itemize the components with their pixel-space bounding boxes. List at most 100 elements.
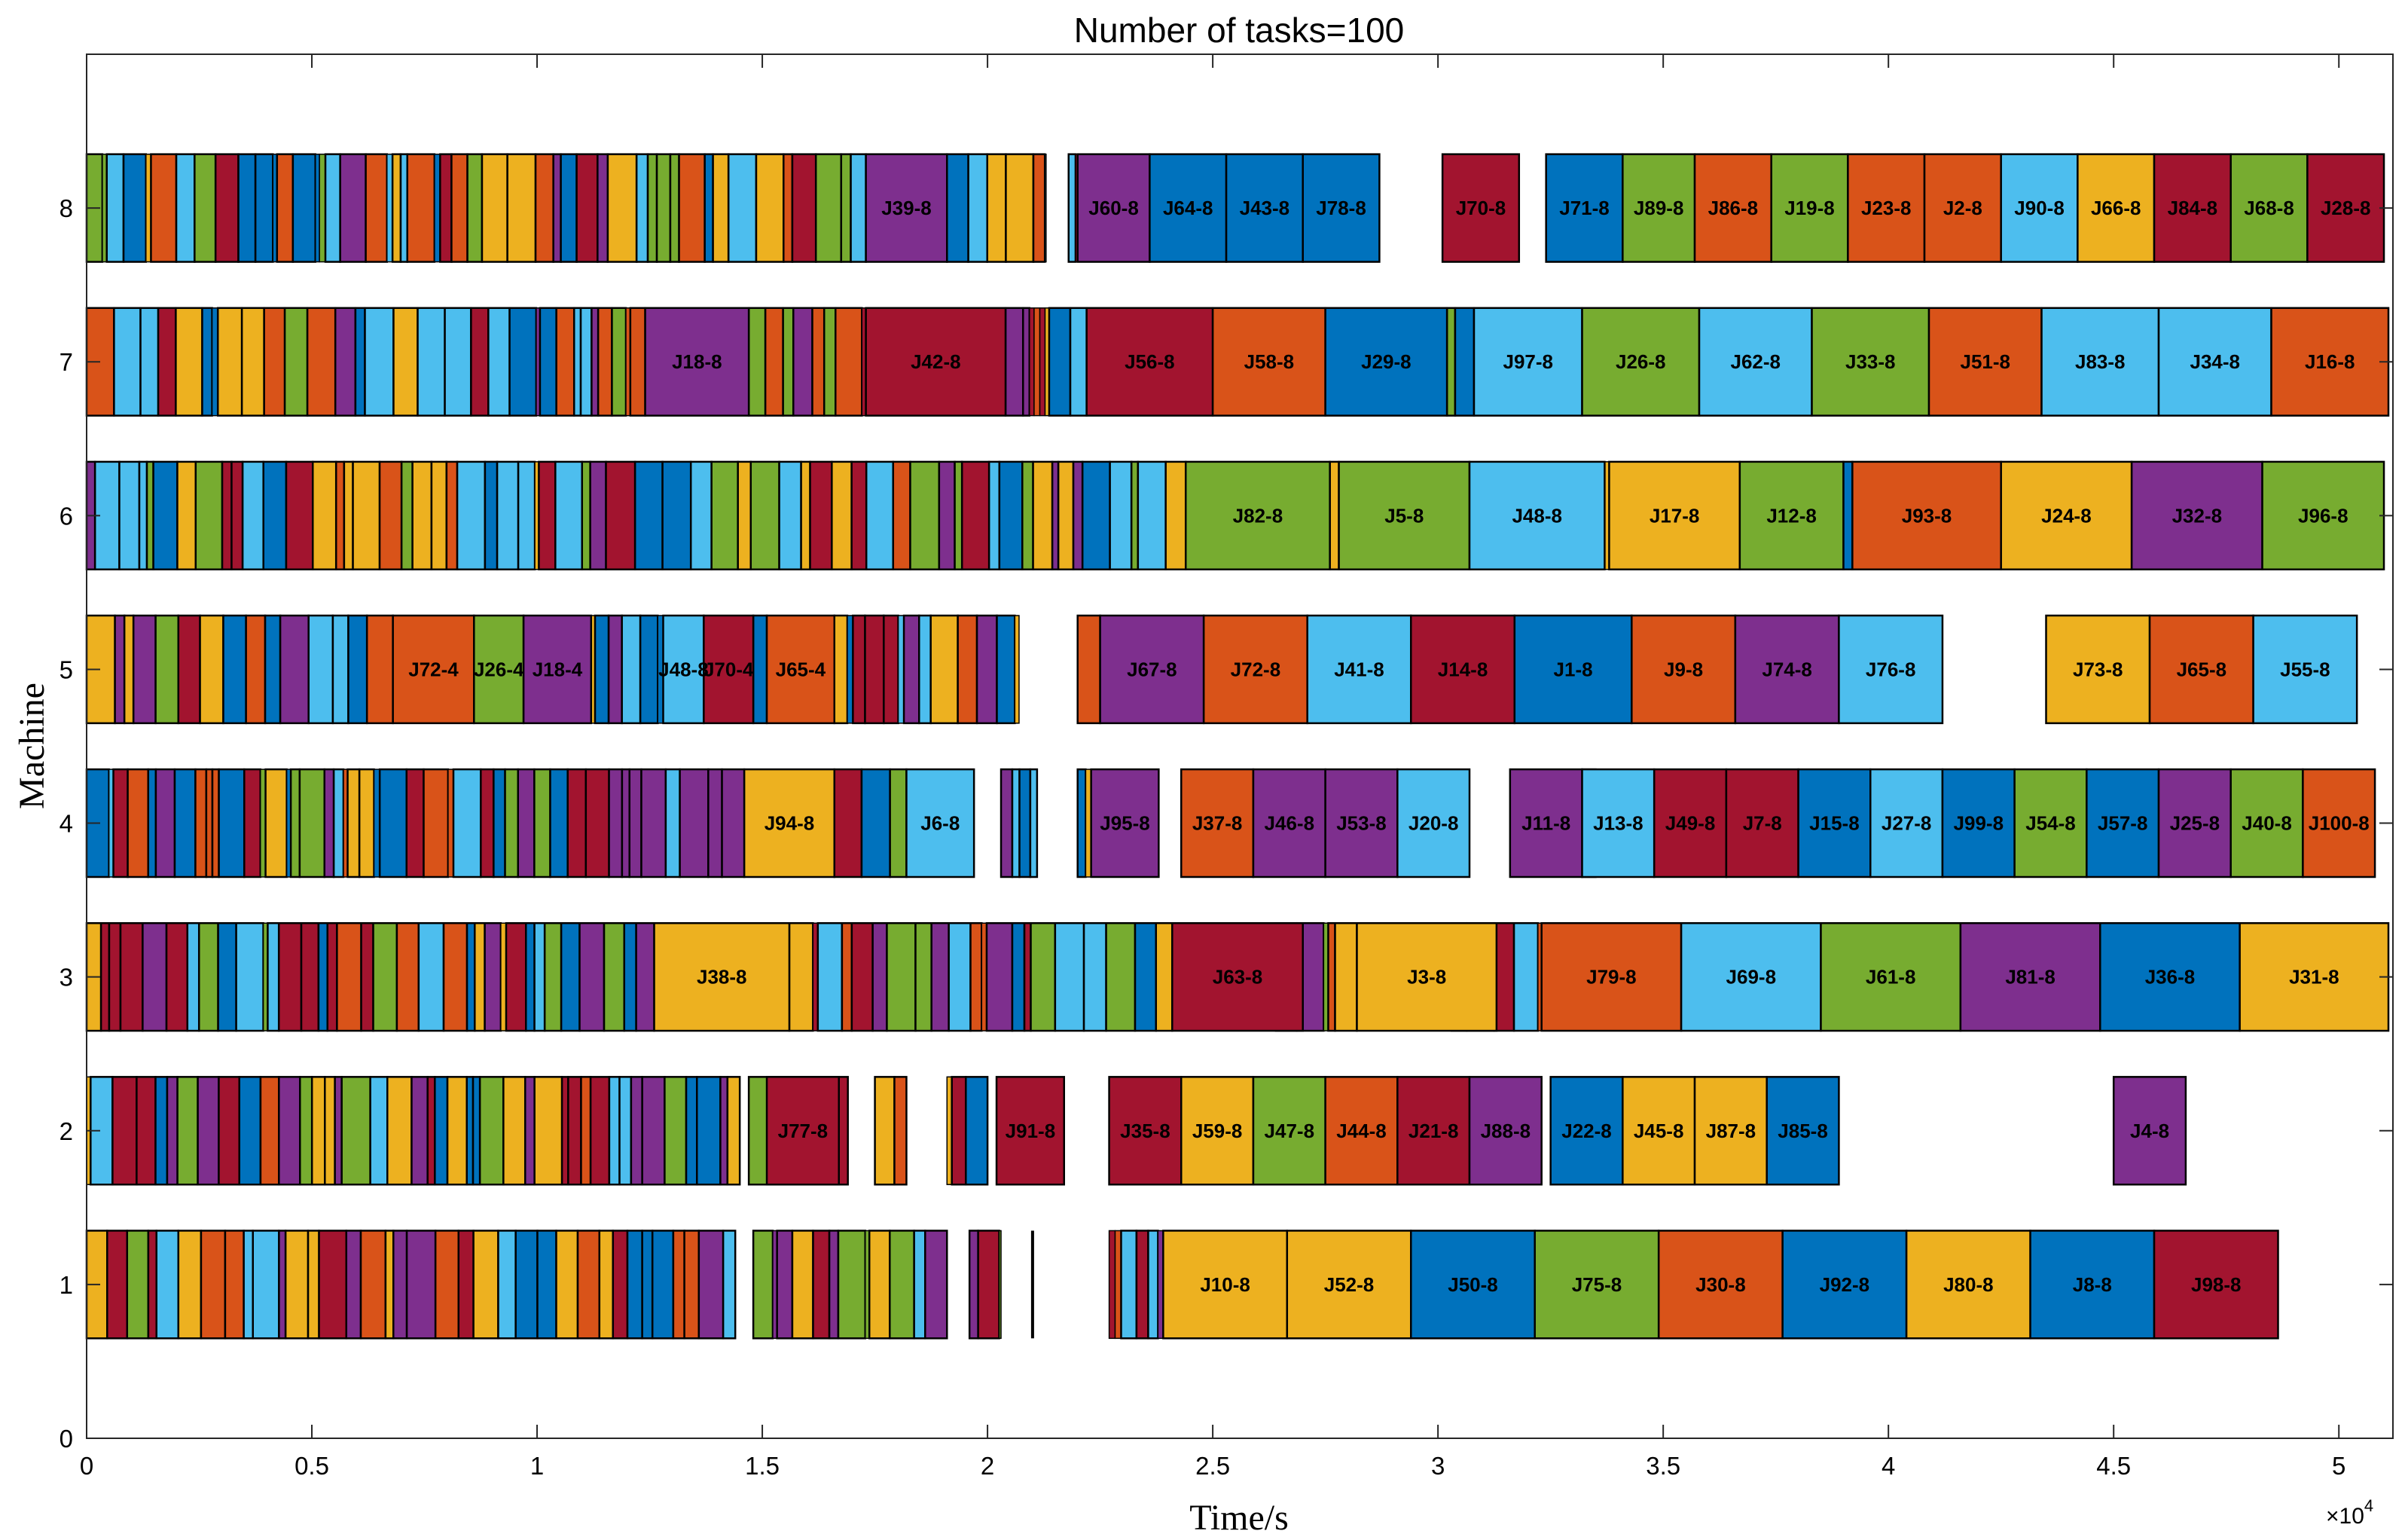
short-task-bar bbox=[635, 921, 655, 1032]
task-label: J91-8 bbox=[1006, 1120, 1056, 1142]
short-task-bar bbox=[264, 614, 282, 725]
short-task-bar bbox=[307, 1230, 320, 1340]
short-task-bar bbox=[764, 307, 784, 417]
task-label: J4-8 bbox=[2130, 1120, 2169, 1142]
short-task-bar bbox=[517, 768, 536, 878]
short-task-bar bbox=[954, 460, 963, 571]
short-task-bar bbox=[278, 1230, 287, 1340]
short-task-bar bbox=[1105, 921, 1137, 1032]
short-task-bar bbox=[399, 153, 409, 263]
short-task-bar bbox=[136, 1076, 157, 1186]
task-label: J6-8 bbox=[920, 812, 960, 835]
short-task-bar bbox=[197, 1076, 220, 1186]
tick-layer: 0 0.5 1 1.5 2 2.5 3 3.5 4 4.5 5 0 1 2 3 4 5 6 7 8 bbox=[60, 54, 2393, 1480]
short-task-bar bbox=[314, 153, 320, 263]
short-task-bar bbox=[126, 1230, 150, 1340]
short-task-bar bbox=[230, 460, 244, 571]
short-task-bar bbox=[1069, 307, 1088, 417]
x-tick-label: 2 bbox=[981, 1452, 994, 1480]
short-task-bar bbox=[538, 460, 557, 571]
short-task-bar bbox=[245, 614, 267, 725]
short-task-bar bbox=[566, 768, 588, 878]
task-bar bbox=[2153, 153, 2232, 263]
short-task-bar bbox=[324, 153, 341, 263]
short-task-bar bbox=[284, 1230, 310, 1340]
task-label: J41-8 bbox=[1334, 658, 1384, 680]
short-task-bar bbox=[874, 1076, 896, 1186]
task-label: J90-8 bbox=[2014, 197, 2065, 219]
task-bar bbox=[1338, 460, 1471, 571]
task-bar bbox=[1396, 768, 1471, 878]
task-bar bbox=[865, 153, 948, 263]
short-task-bar bbox=[523, 1076, 536, 1186]
short-task-bar bbox=[543, 921, 563, 1032]
task-bar bbox=[1108, 1076, 1183, 1186]
task-label: J48-8 bbox=[658, 658, 709, 680]
short-task-bar bbox=[1512, 921, 1540, 1032]
task-bar bbox=[1923, 153, 2002, 263]
task-bar bbox=[1698, 307, 1813, 417]
task-label: J93-8 bbox=[1902, 504, 1952, 527]
task-label: J95-8 bbox=[1100, 812, 1150, 835]
chart-title: Number of tasks=100 bbox=[1074, 11, 1405, 50]
task-label: J75-8 bbox=[1572, 1273, 1622, 1296]
short-task-bar bbox=[833, 768, 863, 878]
task-label: J15-8 bbox=[1809, 812, 1860, 835]
task-bar bbox=[653, 921, 791, 1032]
short-task-bar bbox=[391, 153, 402, 263]
task-label: J72-4 bbox=[408, 658, 459, 680]
task-label: J12-8 bbox=[1766, 504, 1817, 527]
short-task-bar bbox=[567, 1076, 582, 1186]
short-task-bar bbox=[575, 153, 599, 263]
short-task-bar bbox=[683, 1230, 700, 1340]
task-label: J74-8 bbox=[1762, 658, 1812, 680]
short-task-bar bbox=[689, 460, 713, 571]
task-label: J49-8 bbox=[1665, 812, 1716, 835]
short-task-bar bbox=[828, 1230, 840, 1340]
task-bar bbox=[1180, 1076, 1255, 1186]
short-task-bar bbox=[608, 1076, 621, 1186]
short-task-bar bbox=[331, 614, 349, 725]
short-task-bar bbox=[1030, 921, 1057, 1032]
short-task-bar bbox=[306, 307, 337, 417]
short-task-bar bbox=[837, 1230, 866, 1340]
short-task-bar bbox=[1014, 615, 1020, 724]
y-axis-label: Machine bbox=[12, 683, 52, 809]
short-task-bar bbox=[514, 1230, 539, 1340]
short-task-bar bbox=[1029, 307, 1035, 417]
short-task-bar bbox=[238, 1076, 262, 1186]
task-bar bbox=[1693, 1076, 1768, 1186]
task-label: J9-8 bbox=[1664, 658, 1703, 680]
short-task-bar bbox=[154, 768, 176, 878]
task-label: J72-8 bbox=[1231, 658, 1281, 680]
short-task-bar bbox=[629, 307, 646, 417]
task-bar bbox=[1468, 1076, 1543, 1186]
task-label: J28-8 bbox=[2321, 197, 2371, 219]
short-task-bar bbox=[719, 1076, 729, 1186]
short-task-bar bbox=[201, 307, 213, 417]
short-task-bar bbox=[259, 1076, 280, 1186]
task-bar bbox=[1302, 153, 1381, 263]
x-axis-exponent: ×104 bbox=[2326, 1496, 2373, 1529]
short-task-bar bbox=[883, 614, 899, 725]
short-task-bar bbox=[1076, 768, 1087, 878]
short-task-bar bbox=[147, 768, 157, 878]
short-task-bar bbox=[747, 307, 767, 417]
short-task-bar bbox=[788, 921, 814, 1032]
short-task-bar bbox=[1039, 307, 1046, 417]
short-task-bar bbox=[641, 1230, 654, 1340]
task-label: J57-8 bbox=[2098, 812, 2148, 835]
short-task-bar bbox=[589, 460, 607, 571]
task-label: J16-8 bbox=[2305, 350, 2355, 373]
short-task-bar bbox=[262, 460, 288, 571]
short-task-bar bbox=[1032, 460, 1054, 571]
task-bar bbox=[743, 768, 836, 878]
task-label: J23-8 bbox=[1861, 197, 1912, 219]
short-task-bar bbox=[1327, 921, 1336, 1032]
task-label: J63-8 bbox=[1213, 966, 1263, 988]
task-label: J25-8 bbox=[2170, 812, 2220, 835]
short-task-bar bbox=[664, 1076, 688, 1186]
short-task-bar bbox=[108, 921, 122, 1032]
short-task-bar bbox=[199, 614, 224, 725]
short-task-bar bbox=[703, 153, 714, 263]
